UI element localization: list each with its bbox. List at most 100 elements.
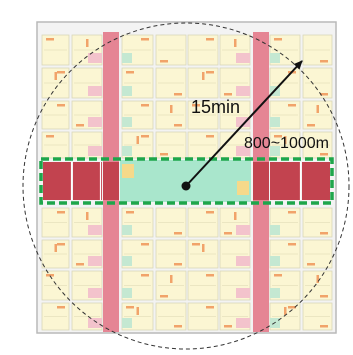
orange-marker [126, 211, 134, 214]
orange-marker-vertical [170, 275, 173, 283]
orange-marker [141, 135, 149, 138]
radius-arrow [185, 60, 303, 187]
pink-parcel [88, 288, 102, 298]
orange-marker [274, 274, 282, 277]
orange-marker-vertical [284, 307, 287, 315]
central-green-block [120, 160, 251, 202]
orange-marker-vertical [202, 72, 205, 80]
mint-parcel [122, 53, 132, 63]
mint-parcel [122, 288, 132, 298]
mint-parcel [122, 256, 132, 266]
orange-marker [206, 71, 214, 74]
orange-marker [288, 306, 296, 309]
orange-marker [288, 243, 296, 246]
orange-marker [174, 124, 182, 127]
orange-marker [141, 104, 149, 107]
orange-marker [206, 135, 214, 138]
orange-marker [46, 135, 54, 138]
orange-marker [141, 243, 149, 246]
orange-marker-vertical [136, 136, 139, 144]
red-district-block [73, 162, 102, 200]
distance-label: 800~1000m [244, 135, 329, 152]
orange-marker-vertical [234, 39, 237, 47]
orange-marker [320, 153, 328, 156]
orange-marker [224, 325, 232, 328]
orange-marker [174, 325, 182, 328]
orange-marker [320, 232, 328, 235]
pink-parcel [236, 146, 250, 156]
pink-parcel [88, 256, 102, 266]
orange-marker [160, 153, 168, 156]
red-district-block [103, 162, 119, 200]
orange-marker-vertical [86, 212, 89, 220]
orange-marker-vertical [284, 136, 287, 144]
mint-parcel [270, 225, 280, 235]
orange-marker [192, 104, 200, 107]
time-label: 15min [191, 97, 240, 117]
orange-marker [288, 104, 296, 107]
orange-marker [320, 93, 328, 96]
orange-marker [288, 211, 296, 214]
orange-marker [174, 93, 182, 96]
orange-marker [320, 60, 328, 63]
pink-parcel [88, 86, 102, 96]
mint-parcel [122, 318, 132, 328]
orange-marker-vertical [316, 105, 319, 113]
orange-marker [76, 263, 84, 266]
orange-marker-vertical [136, 307, 139, 315]
red-district-block [43, 162, 72, 200]
orange-marker-vertical [202, 244, 205, 252]
orange-marker [141, 274, 149, 277]
red-district-block [270, 162, 300, 200]
orange-marker [274, 38, 282, 41]
orange-marker [57, 243, 65, 246]
pink-parcel [236, 288, 250, 298]
orange-marker [174, 263, 182, 266]
pink-parcel [236, 256, 250, 266]
orange-marker [160, 60, 168, 63]
orange-marker [192, 243, 200, 246]
orange-marker [224, 93, 232, 96]
orange-marker [46, 38, 54, 41]
orange-marker [76, 124, 84, 127]
pink-parcel [236, 225, 250, 235]
orange-marker [174, 232, 182, 235]
pink-parcel [88, 146, 102, 156]
mint-parcel [122, 117, 132, 127]
orange-marker [206, 274, 214, 277]
orange-marker-vertical [54, 244, 57, 252]
orange-marker [206, 211, 214, 214]
pink-parcel [236, 117, 250, 127]
pink-parcel [236, 53, 250, 63]
corridor-red-blocks [43, 162, 330, 200]
orange-marker [160, 295, 168, 298]
mint-parcel [122, 225, 132, 235]
orange-marker [206, 38, 214, 41]
walking-radius-circle [22, 22, 350, 350]
orange-marker [307, 263, 315, 266]
pink-parcel [88, 318, 102, 328]
orange-marker [126, 306, 134, 309]
orange-marker-vertical [54, 72, 57, 80]
mint-parcel [122, 86, 132, 96]
orange-marker-vertical [170, 105, 173, 113]
orange-marker [57, 211, 65, 214]
mint-parcel [270, 256, 280, 266]
pink-parcel [88, 53, 102, 63]
pink-parcel [236, 86, 250, 96]
orange-marker [141, 38, 149, 41]
orange-marker [320, 325, 328, 328]
mint-parcel [122, 146, 132, 156]
orange-marker [224, 232, 232, 235]
mint-parcel [270, 288, 280, 298]
orange-marker [57, 71, 65, 74]
orange-marker [57, 306, 65, 309]
pink-parcel [88, 117, 102, 127]
orange-marker-vertical [316, 275, 319, 283]
center-point [181, 181, 191, 191]
orange-marker [206, 306, 214, 309]
yellow-lot-right [237, 181, 249, 195]
orange-marker [320, 295, 328, 298]
